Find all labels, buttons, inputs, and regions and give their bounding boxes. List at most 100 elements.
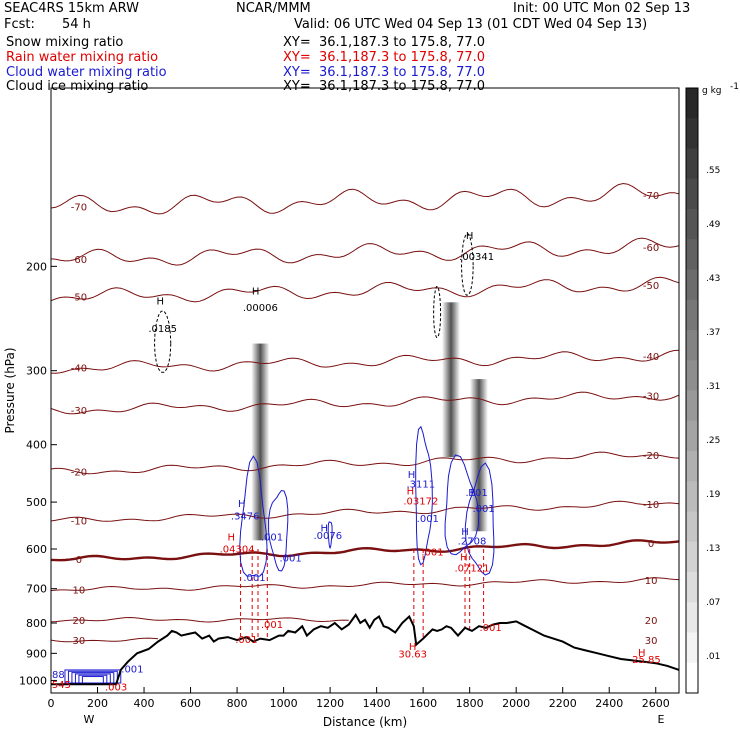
- annotation-label: .3476: [231, 512, 260, 523]
- temperature-label: 10: [645, 576, 658, 587]
- field-rain-xy: XY= 36.1,187.3 to 175.8, 77.0: [283, 50, 486, 65]
- colorbar-segment: [686, 602, 698, 633]
- temperature-contour-30: [51, 637, 159, 643]
- cloud-water-contour-4: [268, 489, 289, 572]
- annotation-label: .04304: [220, 544, 255, 555]
- colorbar-unit-exponent: -1: [730, 82, 739, 92]
- x-axis-title: Distance (km): [323, 715, 407, 729]
- temperature-label: -10: [643, 500, 659, 511]
- x-tick-label: 2400: [595, 697, 623, 710]
- cloud-water-contour-0: [239, 455, 268, 577]
- temperature-contour-20: [51, 616, 349, 623]
- colorbar-tick-label: .25: [706, 436, 720, 446]
- colorbar-segment: [686, 572, 698, 603]
- west-label: W: [84, 713, 95, 726]
- temperature-label: -50: [71, 293, 87, 304]
- annotation-label: H: [461, 527, 469, 538]
- colorbar-segment: [686, 632, 698, 664]
- annotation-label: H: [407, 486, 415, 497]
- temperature-contour-0: [51, 539, 679, 562]
- field-rain-name: Rain water mixing ratio: [6, 50, 159, 65]
- colorbar-segment: [686, 360, 698, 391]
- y-axis-title: Pressure (hPa): [3, 347, 17, 433]
- model-title: SEAC4RS 15km ARW: [4, 1, 140, 16]
- colorbar: g kg -1 .55 .49 .43 .37 .31 .25 .19 .13 .07 .01: [685, 82, 739, 694]
- init-time: Init: 00 UTC Mon 02 Sep 13: [513, 1, 691, 16]
- temperature-label: -20: [71, 467, 87, 478]
- temperature-label: -10: [71, 516, 87, 527]
- colorbar-tick-label: .07: [706, 598, 720, 608]
- annotation-label: H: [157, 297, 165, 308]
- snow-contour-1: [433, 286, 442, 338]
- cloud-water-contour-5: [464, 462, 495, 576]
- annotation-label: .3111: [407, 479, 436, 490]
- annotation-label: .00006: [243, 303, 278, 314]
- y-tick-label: 800: [26, 617, 47, 630]
- temperature-label: 0: [76, 555, 82, 566]
- surface-cloud-contour-5: [81, 676, 104, 684]
- annotation-label: H: [408, 470, 416, 481]
- temperature-label: -60: [643, 243, 659, 254]
- annotation-label: .001: [235, 635, 257, 646]
- x-tick-label: 200: [87, 697, 108, 710]
- temperature-contour--40: [51, 349, 679, 374]
- temperature-label: -40: [71, 364, 87, 375]
- colorbar-frame: [685, 87, 699, 694]
- field-cloud-name: Cloud water mixing ratio: [6, 65, 167, 80]
- annotation-label: .001: [261, 620, 283, 631]
- annotation-label: .001: [121, 665, 143, 676]
- annotation-label: .001: [479, 623, 501, 634]
- field-snow-name: Snow mixing ratio: [6, 35, 124, 50]
- fcst-value: 54 h: [62, 17, 91, 32]
- annotation-label: .0076: [313, 531, 342, 542]
- x-tick-label: 1800: [456, 697, 484, 710]
- snow-contour-0: [153, 310, 172, 373]
- x-tick-label: 2000: [502, 697, 530, 710]
- x-tick-label: 400: [134, 697, 155, 710]
- temperature-label: 30: [645, 636, 658, 647]
- cloud-water-contour-1: [444, 454, 480, 556]
- colorbar-segment: [686, 451, 698, 482]
- y-tick-label: 600: [26, 543, 47, 556]
- x-tick-label: 800: [227, 697, 248, 710]
- temperature-label: 30: [73, 636, 86, 647]
- plot-frame: [50, 87, 680, 694]
- colorbar-tick-label: .01: [706, 652, 720, 662]
- x-tick-label: 1000: [270, 697, 298, 710]
- y-tick-label: 500: [26, 496, 47, 509]
- colorbar-tick-label: .37: [706, 328, 720, 338]
- colorbar-segment: [686, 178, 698, 210]
- x-tick-label: 1200: [316, 697, 344, 710]
- snow-contour-2: [460, 233, 474, 296]
- temperature-contour-10: [51, 577, 679, 592]
- colorbar-segment: [686, 269, 698, 301]
- annotation-label: .001: [472, 504, 494, 515]
- colorbar-tick-label: .49: [706, 220, 721, 230]
- temperature-contour--30: [51, 391, 679, 415]
- temperature-contour--60: [51, 237, 679, 266]
- y-tick-label: 1000: [19, 674, 47, 687]
- colorbar-segment: [686, 481, 698, 512]
- temperature-label: -30: [71, 406, 87, 417]
- annotation-label: 25.85: [632, 655, 661, 666]
- temperature-label: 20: [73, 616, 86, 627]
- east-label: E: [658, 713, 665, 726]
- temperature-label: -50: [643, 281, 659, 292]
- colorbar-tick-label: .19: [706, 490, 721, 500]
- annotation-label: H: [409, 642, 417, 653]
- temperature-contour--10: [51, 500, 679, 522]
- colorbar-tick-label: .13: [706, 544, 720, 554]
- annotation-label: .001: [279, 554, 301, 565]
- colorbar-segment: [686, 662, 698, 694]
- annotation-label: H: [321, 523, 329, 534]
- field-ice-xy: XY= 36.1,187.3 to 175.8, 77.0: [283, 79, 486, 94]
- temperature-label: 0: [648, 539, 654, 550]
- fcst-label: Fcst:: [4, 17, 35, 32]
- annotation-label: 30.63: [398, 650, 427, 661]
- temperature-label: -30: [643, 392, 659, 403]
- valid-time: Valid: 06 UTC Wed 04 Sep 13 (01 CDT Wed …: [294, 17, 648, 32]
- y-tick-label: 700: [26, 583, 47, 596]
- annotation-label: H: [252, 286, 260, 297]
- colorbar-tick-label: .31: [706, 382, 720, 392]
